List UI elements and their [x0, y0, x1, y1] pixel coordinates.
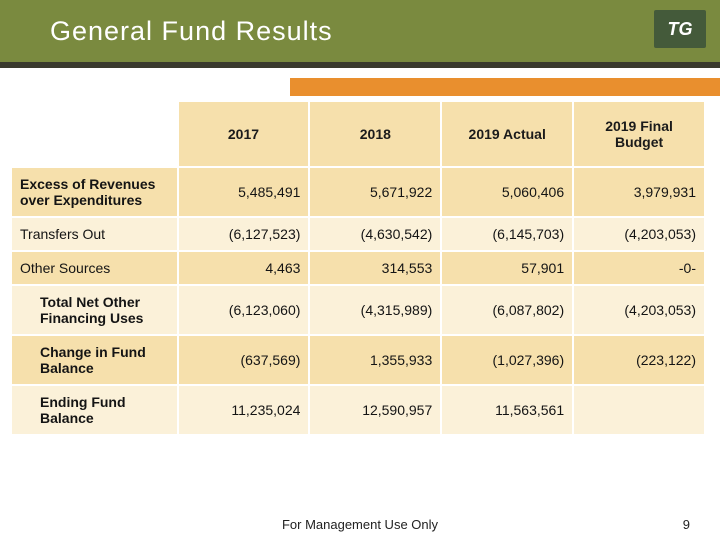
table-row: Change in Fund Balance (637,569) 1,355,9…	[11, 335, 705, 385]
cell: 1,355,933	[309, 335, 441, 385]
cell: (4,315,989)	[309, 285, 441, 335]
table-body: Excess of Revenues over Expenditures 5,4…	[11, 167, 705, 435]
header-band: General Fund Results TG	[0, 0, 720, 62]
table-row: Transfers Out (6,127,523) (4,630,542) (6…	[11, 217, 705, 251]
cell: 314,553	[309, 251, 441, 285]
row-label: Total Net Other Financing Uses	[11, 285, 178, 335]
cell: (223,122)	[573, 335, 705, 385]
cell: 3,979,931	[573, 167, 705, 217]
cell: -0-	[573, 251, 705, 285]
cell: (637,569)	[178, 335, 310, 385]
cell: 11,235,024	[178, 385, 310, 435]
cell: (1,027,396)	[441, 335, 573, 385]
cell: 5,060,406	[441, 167, 573, 217]
cell	[573, 385, 705, 435]
header-blank	[11, 101, 178, 167]
page-number: 9	[683, 517, 690, 532]
table-row: Ending Fund Balance 11,235,024 12,590,95…	[11, 385, 705, 435]
cell: 11,563,561	[441, 385, 573, 435]
col-header: 2017	[178, 101, 310, 167]
footer-text: For Management Use Only	[0, 517, 720, 532]
logo: TG	[654, 10, 706, 48]
row-label: Ending Fund Balance	[11, 385, 178, 435]
table-row: Total Net Other Financing Uses (6,123,06…	[11, 285, 705, 335]
rule-dark	[0, 62, 720, 68]
col-header: 2018	[309, 101, 441, 167]
row-label: Excess of Revenues over Expenditures	[11, 167, 178, 217]
cell: 4,463	[178, 251, 310, 285]
cell: (6,087,802)	[441, 285, 573, 335]
rule-orange	[290, 78, 720, 96]
col-header: 2019 Final Budget	[573, 101, 705, 167]
logo-text: TG	[668, 19, 693, 40]
cell: 5,485,491	[178, 167, 310, 217]
col-header: 2019 Actual	[441, 101, 573, 167]
cell: 5,671,922	[309, 167, 441, 217]
cell: (6,123,060)	[178, 285, 310, 335]
table-row: Excess of Revenues over Expenditures 5,4…	[11, 167, 705, 217]
table-row: Other Sources 4,463 314,553 57,901 -0-	[11, 251, 705, 285]
cell: (4,203,053)	[573, 217, 705, 251]
cell: (6,145,703)	[441, 217, 573, 251]
row-label: Other Sources	[11, 251, 178, 285]
cell: 12,590,957	[309, 385, 441, 435]
row-label: Transfers Out	[11, 217, 178, 251]
cell: (4,203,053)	[573, 285, 705, 335]
table-header-row: 2017 2018 2019 Actual 2019 Final Budget	[11, 101, 705, 167]
page-title: General Fund Results	[0, 16, 333, 47]
financial-table: 2017 2018 2019 Actual 2019 Final Budget …	[10, 100, 706, 436]
cell: 57,901	[441, 251, 573, 285]
cell: (4,630,542)	[309, 217, 441, 251]
financial-table-wrap: 2017 2018 2019 Actual 2019 Final Budget …	[10, 100, 706, 436]
cell: (6,127,523)	[178, 217, 310, 251]
row-label: Change in Fund Balance	[11, 335, 178, 385]
